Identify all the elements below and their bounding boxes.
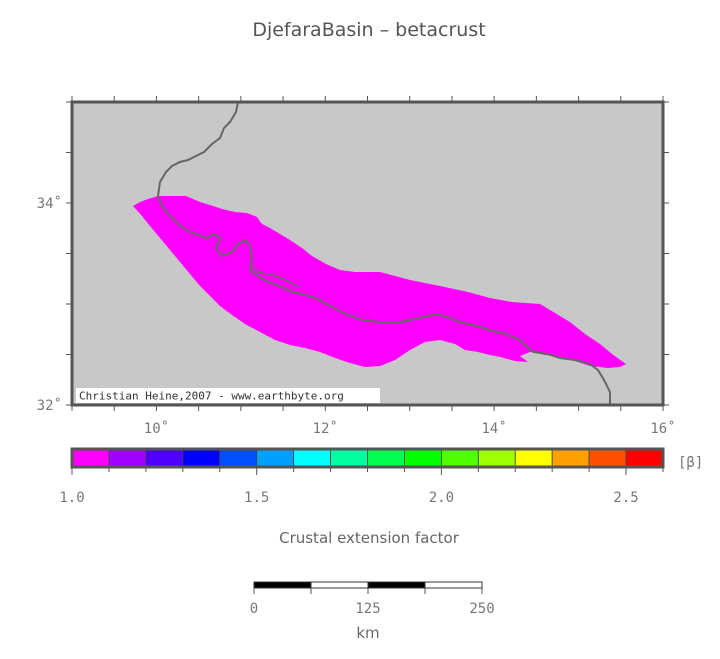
x-tick-label: 14˚ [481,420,506,437]
colorbar-swatch [477,448,516,468]
credit-box [76,388,380,403]
colorbar-swatch [330,448,368,468]
coastline [156,101,611,405]
colorbar: 1.0 1.5 2.0 2.5 [59,447,665,506]
colorbar-swatch [293,448,331,468]
colorbar-swatch [256,448,295,468]
y-tick-label: 34˚ [37,195,62,212]
colorbar-swatch [551,448,590,468]
scale-bar-segment [310,581,369,589]
credit-text: Christian Heine,2007 - www.earthbyte.org [79,390,344,403]
colorbar-swatch [514,448,553,468]
colorbar-swatch [71,448,110,468]
colorbar-unit-label: [β] [678,455,703,471]
scale-bar-label: 125 [355,601,380,617]
y-tick-label: 32˚ [37,397,62,414]
colorbar-title: Crustal extension factor [279,529,460,547]
colorbar-tick-label: 2.0 [429,490,454,506]
scale-bar: 0 125 250 [250,581,495,617]
colorbar-tick-label: 1.5 [244,490,269,506]
scale-bar-label: 250 [469,601,494,617]
x-tick-label: 16˚ [650,420,675,437]
map-panel: 10˚ 12˚ 14˚ 16˚ 34˚ 32˚ Christian Heine,2007 … [37,96,676,437]
scale-bar-segment [424,581,483,589]
map-title: DjefaraBasin – betacrust [252,19,485,41]
colorbar-tick-label: 2.5 [613,490,638,506]
basin-extent-polygon [133,196,626,368]
x-tick-label: 10˚ [144,420,169,437]
scale-bar-segment [253,581,312,589]
colorbar-tick-label: 1.0 [59,490,84,506]
colorbar-swatch [145,448,184,468]
colorbar-swatch [182,448,221,468]
colorbar-swatch [625,448,664,468]
map-axis-ticks: 10˚ 12˚ 14˚ 16˚ 34˚ 32˚ [37,96,676,437]
colorbar-swatch [219,448,258,468]
scale-bar-label: 0 [250,601,258,617]
colorbar-swatch [367,448,405,468]
coastline-inner [251,265,301,289]
colorbar-swatch [108,448,147,468]
scale-bar-unit: km [356,624,379,642]
scale-bar-segment [367,581,426,589]
colorbar-swatch [440,448,479,468]
x-tick-label: 12˚ [313,420,338,437]
colorbar-swatch [404,448,442,468]
colorbar-swatch [588,448,627,468]
